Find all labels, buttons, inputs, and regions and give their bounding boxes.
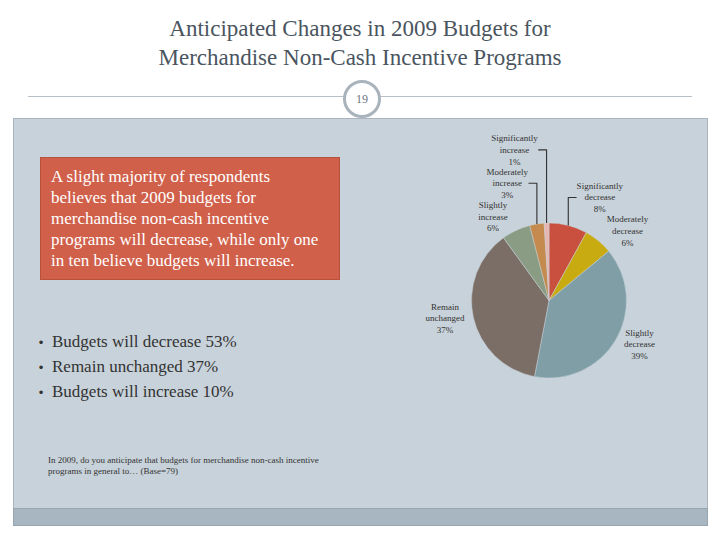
svg-text:Significantlyincrease1%: Significantlyincrease1%: [491, 133, 538, 166]
svg-text:Slightlyincrease6%: Slightlyincrease6%: [478, 200, 507, 233]
svg-text:Moderatelyincrease3%: Moderatelyincrease3%: [487, 167, 529, 200]
html-text:Budgets will decrease 53%: Budgets will decrease 53%: [52, 332, 237, 351]
html-text:In 2009, do you anticipate tha: In 2009, do you anticipate that budgets …: [48, 455, 319, 476]
svg-text:Remainunchanged37%: Remainunchanged37%: [426, 302, 465, 335]
html-text:Remain unchanged 37%: Remain unchanged 37%: [52, 357, 219, 376]
html-text:19: 19: [356, 92, 368, 106]
html-text:Anticipated Changes in 2009 Bu: Anticipated Changes in 2009 Budgets for …: [158, 16, 562, 70]
svg-text:Slightlydecrease39%: Slightlydecrease39%: [624, 328, 655, 361]
svg-text:Significantlydecrease8%: Significantlydecrease8%: [577, 181, 624, 214]
html-text:Budgets will increase 10%: Budgets will increase 10%: [52, 382, 234, 401]
html-text:A slight majority of responden: A slight majority of respondents believe…: [51, 167, 319, 270]
svg-text:Moderatelydecrease6%: Moderatelydecrease6%: [607, 214, 649, 247]
